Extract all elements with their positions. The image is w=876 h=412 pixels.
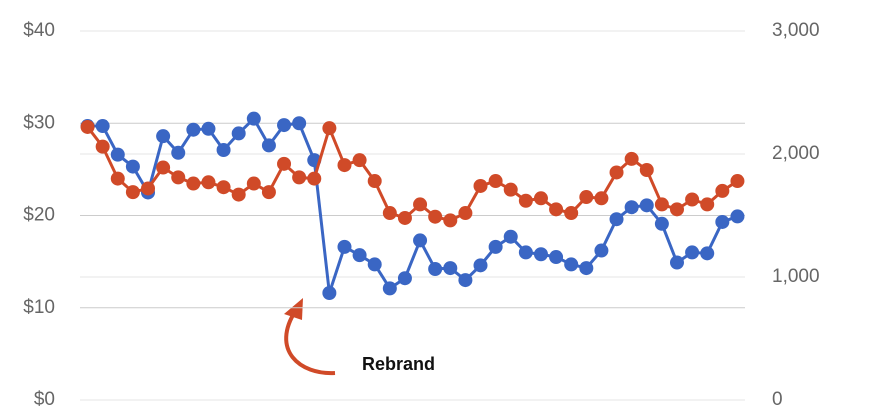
annotation-arrow [284,308,336,376]
data-point [579,261,594,276]
data-point [443,261,458,276]
data-point [261,185,276,200]
data-point [488,239,503,254]
data-point [715,183,730,198]
data-point [201,121,216,136]
data-point [503,182,518,197]
data-point [352,248,367,263]
data-point [609,212,624,227]
data-point [186,122,201,137]
data-point [171,170,186,185]
data-point [156,129,171,144]
y-tick-label: $20 [23,205,55,226]
data-point [473,178,488,193]
data-point [141,181,156,196]
data-point [564,206,579,221]
y-tick-label: $40 [23,20,55,41]
data-point [458,273,473,288]
data-point [639,198,654,213]
data-point [518,245,533,260]
data-point [186,176,201,191]
data-point [413,233,428,248]
data-point [171,145,186,160]
data-point [277,118,292,133]
data-point [292,170,307,185]
data-point [322,285,337,300]
data-point [322,121,337,136]
data-point [367,174,382,189]
data-point [95,119,110,134]
data-point [352,153,367,168]
y2-tick-label: 3,000 [772,20,820,41]
data-point [700,197,715,212]
data-point [337,239,352,254]
data-point [443,213,458,228]
data-point [125,185,140,200]
data-point [277,156,292,171]
data-point [216,180,231,195]
data-point [80,119,95,134]
data-point [639,162,654,177]
data-point [685,245,700,260]
data-point [110,147,125,162]
data-point [201,175,216,190]
data-point [367,257,382,272]
data-point [428,262,443,277]
data-point [730,174,745,189]
data-point [231,126,246,141]
data-point [549,202,564,217]
data-point [564,257,579,272]
data-point [473,258,488,273]
data-point [624,200,639,215]
data-point [518,193,533,208]
data-point [125,159,140,174]
data-point [533,191,548,206]
data-point [382,281,397,296]
data-point [503,229,518,244]
data-point [428,209,443,224]
data-point [685,192,700,207]
data-point [669,202,684,217]
data-point [669,255,684,270]
data-point [397,210,412,225]
data-point [156,160,171,175]
data-point [95,139,110,154]
data-point [533,247,548,262]
y-tick-label: $30 [23,112,55,133]
data-point [397,271,412,286]
data-point [307,171,322,186]
y-tick-label: $10 [23,297,55,318]
data-point [624,151,639,166]
y-tick-label: $0 [34,389,55,410]
data-point [337,158,352,173]
data-point [730,209,745,224]
data-point [110,171,125,186]
data-point [458,206,473,221]
data-point [579,190,594,205]
data-point [382,206,397,221]
data-point [246,111,261,126]
data-point [488,174,503,189]
data-point [594,243,609,258]
data-point [246,176,261,191]
annotation-arrowhead [284,298,303,320]
data-point [654,216,669,231]
data-point [594,191,609,206]
data-point [292,116,307,131]
data-point [549,250,564,265]
data-point [654,197,669,212]
data-point [609,165,624,180]
data-point [715,214,730,229]
data-point [700,246,715,261]
y2-tick-label: 0 [772,389,783,410]
annotation: Rebrand [362,354,435,374]
data-point [413,197,428,212]
data-point [216,143,231,158]
plot: $0 $10 $20 $30 $40 0 1,000 2,000 3,000 [23,20,819,410]
data-point [261,138,276,153]
y2-tick-label: 1,000 [772,266,820,287]
data-point [231,187,246,202]
y2-tick-label: 2,000 [772,143,820,164]
